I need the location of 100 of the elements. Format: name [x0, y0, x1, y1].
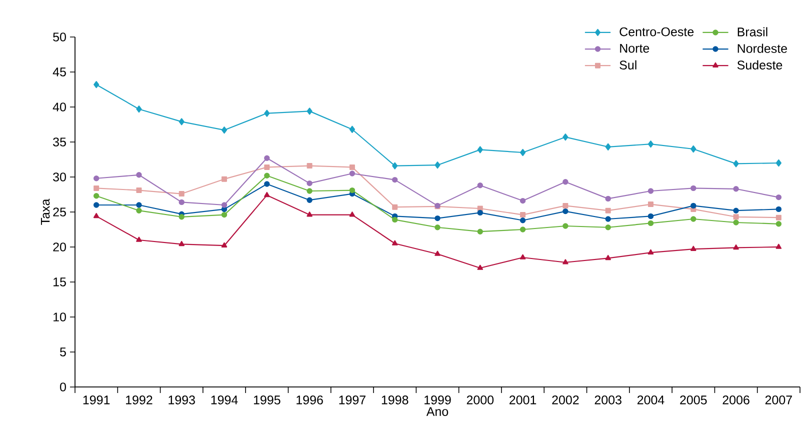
point	[178, 118, 184, 126]
point	[562, 202, 568, 208]
point	[776, 159, 782, 167]
point	[349, 164, 355, 170]
point	[264, 110, 270, 117]
point	[93, 176, 100, 182]
point	[690, 202, 696, 209]
x-tick-label: 2005	[680, 396, 707, 404]
point	[264, 155, 270, 161]
point	[477, 210, 483, 216]
point	[520, 218, 526, 224]
point	[306, 163, 312, 169]
point	[648, 140, 654, 148]
point	[733, 160, 739, 168]
point	[776, 221, 782, 227]
point	[648, 188, 654, 194]
point	[605, 143, 611, 150]
point	[648, 249, 654, 254]
point	[605, 196, 611, 202]
point	[221, 242, 228, 248]
point	[605, 208, 611, 214]
point	[733, 244, 739, 250]
point	[477, 182, 483, 188]
point	[648, 202, 654, 208]
point	[520, 254, 526, 260]
legend-label: Sudeste	[737, 60, 782, 70]
x-tick-label: 1996	[296, 396, 323, 404]
point	[264, 181, 270, 187]
point	[562, 223, 568, 229]
point	[733, 208, 739, 214]
point	[776, 244, 782, 249]
point	[690, 145, 696, 153]
point	[434, 250, 440, 256]
point	[178, 214, 184, 220]
y-tick-label: 25	[53, 208, 66, 216]
x-tick-label: 2002	[552, 396, 579, 404]
x-tick-label: 2003	[594, 396, 622, 404]
point	[605, 216, 611, 222]
point	[136, 236, 142, 242]
point	[477, 228, 483, 234]
point	[776, 194, 782, 200]
point	[477, 206, 483, 212]
point	[136, 188, 142, 194]
point	[306, 188, 312, 194]
point	[477, 264, 484, 270]
point	[520, 226, 526, 232]
point	[776, 214, 782, 220]
point	[434, 215, 440, 222]
point	[733, 214, 739, 220]
x-tick-label: 2001	[510, 396, 536, 404]
point	[562, 259, 568, 264]
x-tick-label: 1998	[382, 396, 408, 404]
point	[264, 172, 270, 178]
point	[306, 197, 312, 203]
point	[306, 180, 312, 186]
point	[605, 224, 611, 230]
point	[349, 126, 356, 133]
point	[562, 134, 568, 141]
point	[605, 254, 611, 260]
y-tick-label: 30	[53, 172, 66, 182]
x-tick-label: 1994	[211, 396, 238, 404]
point	[178, 240, 185, 246]
point	[776, 206, 782, 212]
y-tick-label: 5	[60, 348, 66, 356]
point	[221, 202, 228, 208]
point	[392, 216, 398, 223]
point	[178, 199, 184, 206]
point	[477, 146, 483, 154]
point	[306, 212, 312, 217]
point	[562, 208, 568, 214]
point	[93, 202, 100, 208]
legend-label: Norte	[620, 44, 650, 53]
point	[690, 216, 696, 222]
point	[222, 176, 228, 182]
y-tick-label: 15	[54, 278, 66, 286]
point	[520, 198, 526, 204]
y-tick-label: 0	[60, 382, 66, 392]
x-tick-label: 2000	[466, 396, 494, 404]
point	[93, 193, 100, 199]
legend-label: Centro-Oeste	[620, 27, 694, 36]
point	[94, 81, 100, 88]
y-tick-label: 50	[53, 32, 66, 42]
x-tick-label: 1991	[83, 396, 110, 404]
point	[221, 126, 228, 134]
point	[392, 240, 398, 246]
y-tick-label: 10	[54, 312, 66, 322]
x-tick-label: 2006	[722, 396, 750, 404]
point	[520, 212, 526, 218]
y-tick-label: 20	[53, 242, 66, 252]
y-tick-label: 40	[52, 102, 66, 112]
legend-label: Brasil	[738, 27, 768, 36]
point	[306, 108, 312, 115]
x-tick-label: 1999	[424, 396, 451, 404]
x-tick-label: 1992	[126, 396, 152, 404]
point	[221, 212, 228, 218]
point	[434, 224, 440, 230]
y-tick-label: 45	[52, 68, 66, 76]
y-tick-label: 35	[53, 138, 66, 146]
x-tick-label: 1993	[168, 396, 195, 404]
point	[520, 148, 526, 156]
